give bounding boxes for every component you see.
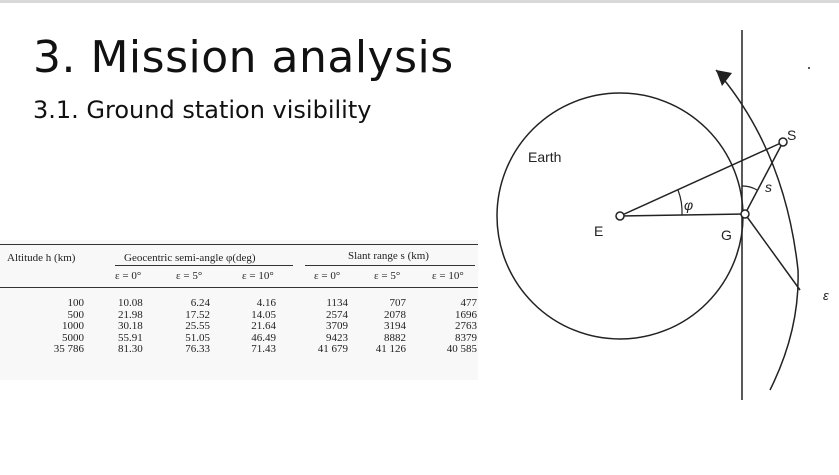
orbit-arc — [715, 69, 799, 391]
semi-angle-eps5-cell: 25.55 — [185, 320, 210, 332]
satellite-point — [778, 137, 788, 147]
semi-angle-eps5-cell: 51.05 — [185, 331, 210, 344]
eps-label-range-0: ε = 0° — [314, 270, 341, 282]
epsilon-angle-arc — [741, 185, 758, 191]
semi-angle-eps5-cell: 76.33 — [185, 343, 210, 355]
stray-dot — [808, 67, 810, 69]
semi-angle-eps10-cell: 71.43 — [251, 343, 276, 355]
slant-range-eps10-cell: 1696 — [455, 308, 477, 321]
elevation-line — [744, 213, 801, 291]
orbit-direction-arrow-icon — [716, 70, 732, 86]
semi-angle-eps0-cell: 21.98 — [118, 308, 143, 321]
slant-range-eps10-cell: 8379 — [455, 331, 477, 344]
slant-range-line — [744, 141, 784, 215]
slant-range-eps0-cell: 3709 — [326, 320, 348, 332]
altitude-cell: 1000 — [62, 320, 84, 332]
slant-range-eps0-cell: 41 679 — [317, 343, 348, 355]
slant-range-eps5-column: 707 2078 3194 8882 41 126 — [358, 297, 407, 356]
visibility-table: Altitude h (km) Geocentric semi-angle φ(… — [0, 240, 478, 380]
slant-range-eps5-cell: 2078 — [384, 308, 406, 321]
slant-range-eps0-cell: 2574 — [326, 308, 348, 321]
semi-angle-eps10-cell: 4.16 — [256, 297, 276, 309]
slant-range-eps0-cell: 1134 — [326, 297, 348, 309]
semi-angle-eps10-column: 4.16 14.05 21.64 46.49 71.43 — [232, 297, 276, 356]
eps-label-range-5: ε = 5° — [374, 270, 401, 282]
semi-angle-eps0-cell: 10.08 — [118, 297, 143, 309]
altitude-header: Altitude h (km) — [7, 252, 76, 264]
center-to-satellite-line — [619, 141, 784, 217]
top-border — [0, 0, 839, 3]
semi-angle-eps5-cell: 17.52 — [185, 308, 210, 321]
eps-label-angle-5: ε = 5° — [176, 270, 203, 282]
visibility-geometry-diagram: Earth E G S s φ ε — [496, 30, 829, 400]
ground-station-point — [740, 209, 750, 219]
slant-range-eps10-cell: 477 — [460, 297, 478, 309]
earth-center-point — [615, 211, 625, 221]
epsilon-label: ε — [823, 288, 829, 303]
slant-range-eps5-cell: 8882 — [384, 331, 406, 344]
semi-angle-eps0-column: 10.08 21.98 30.18 55.91 81.30 — [118, 297, 168, 356]
slant-range-eps0-column: 1134 2574 3709 9423 41 679 — [300, 297, 348, 356]
table-header-rule — [0, 287, 478, 288]
semi-angle-eps10-cell: 21.64 — [251, 320, 276, 332]
semi-angle-eps10-cell: 14.05 — [251, 308, 276, 321]
slant-range-eps10-column: 477 1696 2763 8379 40 585 — [425, 297, 478, 356]
phi-label: φ — [684, 197, 693, 213]
slant-range-eps5-cell: 707 — [389, 297, 407, 309]
slant-range-group-rule — [305, 265, 475, 266]
slide-subtitle: 3.1. Ground station visibility — [33, 96, 372, 124]
altitude-cell: 100 — [67, 297, 85, 309]
eps-label-angle-10: ε = 10° — [242, 270, 274, 282]
semi-angle-eps5-column: 6.24 17.52 25.55 51.05 76.33 — [170, 297, 210, 356]
semi-angle-eps10-cell: 46.49 — [251, 331, 276, 344]
eps-label-angle-0: ε = 0° — [115, 270, 142, 282]
slant-range-header: Slant range s (km) — [348, 250, 429, 262]
semi-angle-header: Geocentric semi-angle φ(deg) — [124, 252, 256, 264]
table-top-rule — [0, 244, 478, 245]
slant-range-eps5-cell: 41 126 — [375, 343, 406, 355]
slide-title: 3. Mission analysis — [33, 32, 454, 83]
slant-range-eps10-cell: 2763 — [455, 320, 477, 332]
altitude-cell: 500 — [67, 308, 85, 321]
semi-angle-group-rule — [115, 265, 293, 266]
phi-angle-arc — [677, 189, 683, 216]
altitude-cell: 5000 — [62, 331, 84, 344]
eps-label-range-10: ε = 10° — [432, 270, 464, 282]
semi-angle-eps0-cell: 55.91 — [118, 331, 143, 344]
satellite-label: S — [787, 127, 796, 143]
semi-angle-eps5-cell: 6.24 — [190, 297, 210, 309]
ground-station-label: G — [721, 227, 732, 243]
slant-range-eps5-cell: 3194 — [384, 320, 406, 332]
semi-angle-eps0-cell: 81.30 — [118, 343, 143, 355]
slant-label: s — [765, 179, 772, 195]
altitude-cell: 35 786 — [53, 343, 84, 355]
slant-range-eps0-cell: 9423 — [326, 331, 348, 344]
earth-label: Earth — [528, 149, 561, 165]
slant-range-eps10-cell: 40 585 — [446, 343, 477, 355]
altitude-column: 100 500 1000 5000 35 786 — [20, 297, 85, 356]
center-label: E — [594, 223, 603, 239]
semi-angle-eps0-cell: 30.18 — [118, 320, 143, 332]
